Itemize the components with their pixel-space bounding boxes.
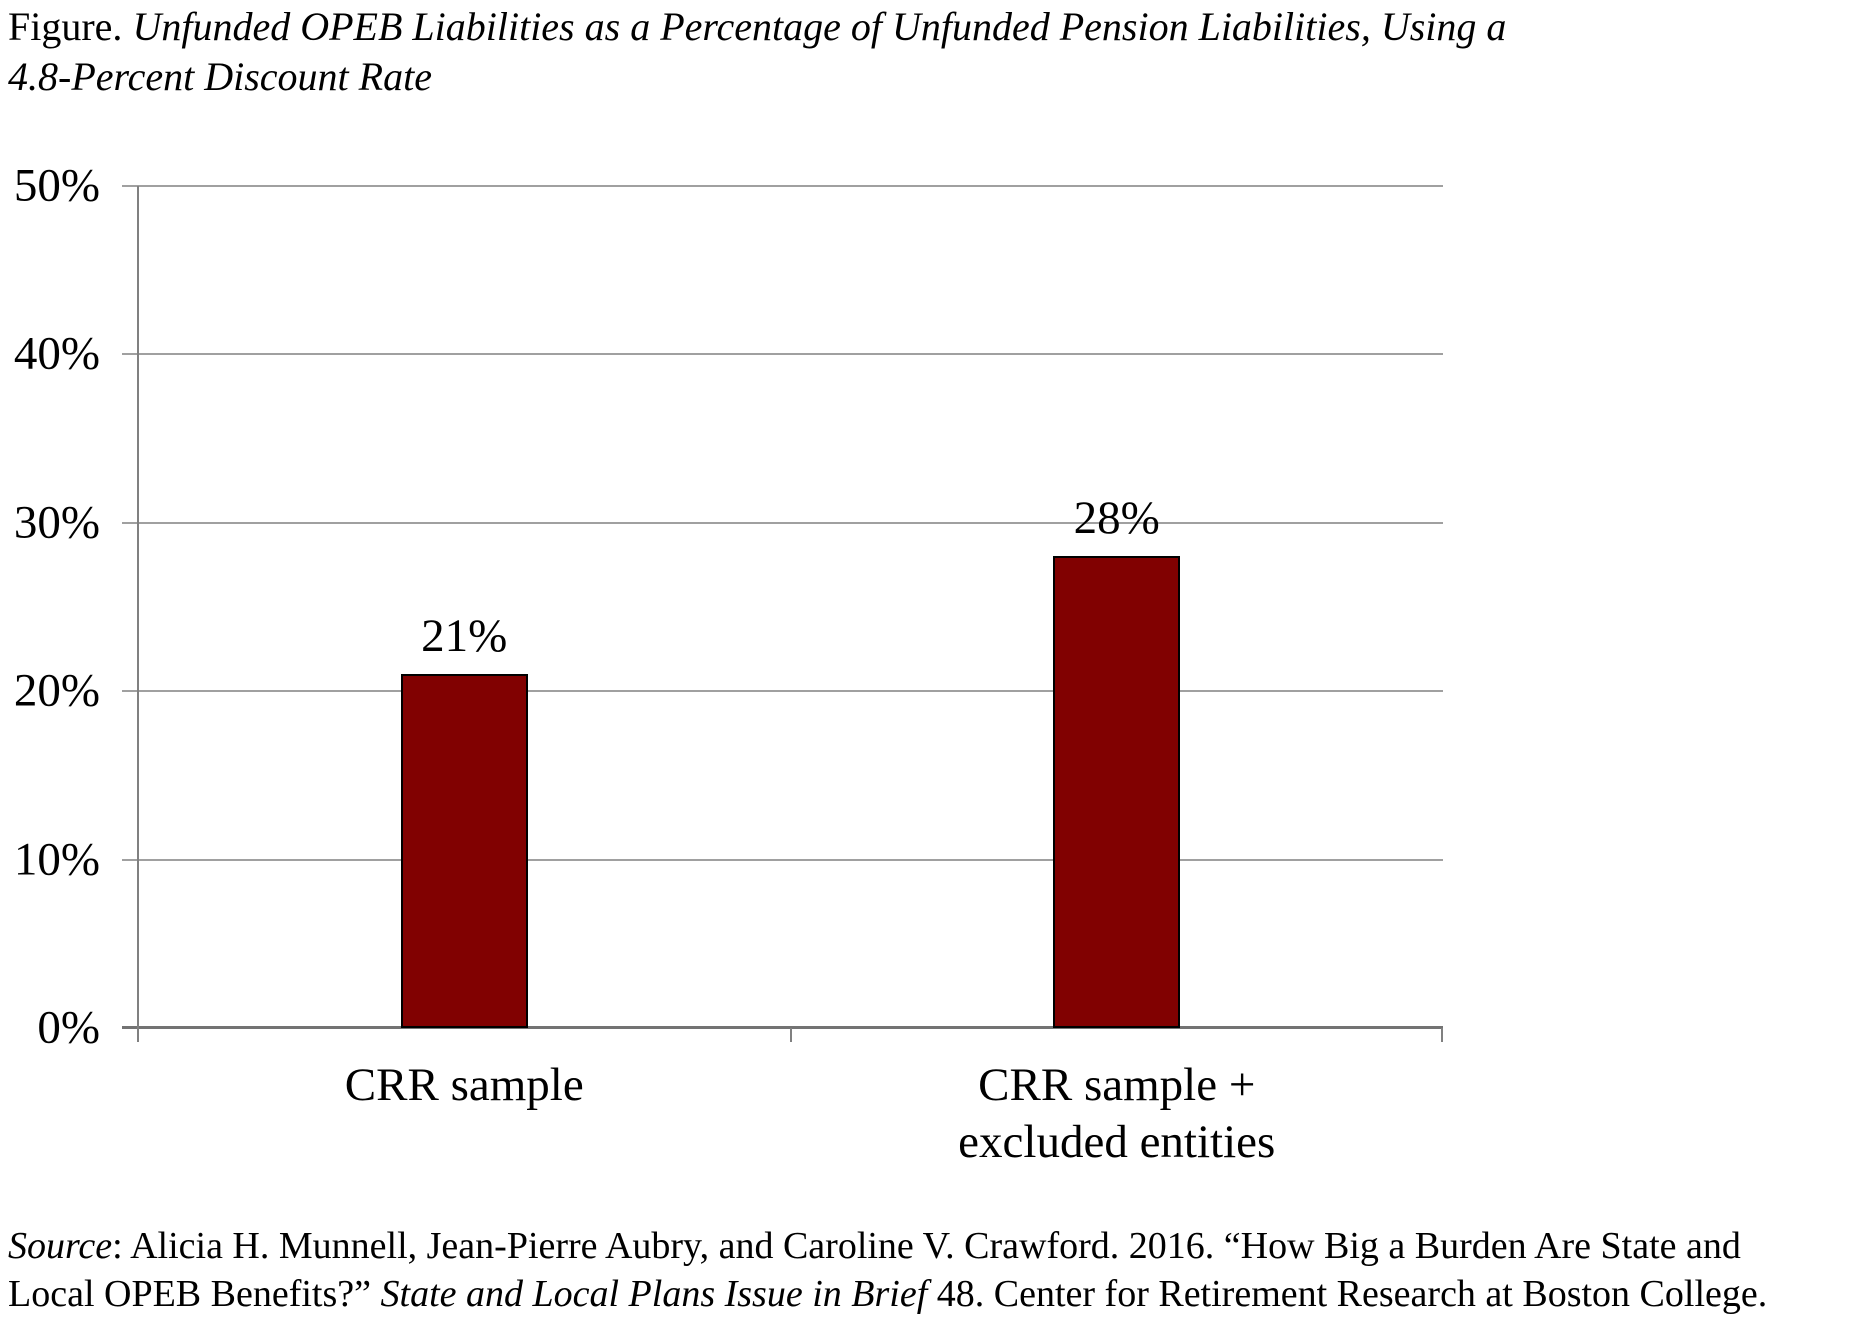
bar-value-label: 28% bbox=[1073, 492, 1160, 545]
y-axis-labels: 0% 10% 20% 30% 40% 50% bbox=[0, 162, 100, 1051]
y-tick-label-20%: 20% bbox=[13, 664, 100, 717]
source-text-1: : Alicia H. Munnell, Jean-Pierre Aubry, … bbox=[8, 1225, 1741, 1315]
gridline-50% bbox=[122, 185, 1443, 187]
y-tick-label-50%: 50% bbox=[13, 159, 100, 212]
y-tick-label-40%: 40% bbox=[13, 327, 100, 380]
figure-title: Figure. Unfunded OPEB Liabilities as a P… bbox=[8, 2, 1628, 102]
bar-value-label: 21% bbox=[421, 610, 508, 663]
source-note: Source: Alicia H. Munnell, Jean-Pierre A… bbox=[8, 1222, 1858, 1318]
source-text-2: 48. Center for Retirement Research at Bo… bbox=[927, 1273, 1768, 1315]
x-axis-line bbox=[122, 1026, 1443, 1029]
source-label: Source bbox=[8, 1225, 113, 1267]
y-tick-label-0%: 0% bbox=[37, 1001, 100, 1054]
bar-crr-sample-excluded bbox=[1053, 556, 1181, 1028]
x-axis-category-labels: CRR sample CRR sample + excluded entitie… bbox=[138, 1057, 1443, 1171]
bar-group-crr-sample-excluded: 28% bbox=[1053, 186, 1181, 1028]
figure-title-text: Unfunded OPEB Liabilities as a Percentag… bbox=[8, 4, 1507, 99]
y-tick-label-30%: 30% bbox=[13, 496, 100, 549]
y-tick-label-10%: 10% bbox=[13, 833, 100, 886]
x-axis-tick-mid bbox=[789, 1028, 792, 1042]
bar-crr-sample bbox=[400, 674, 528, 1028]
gridline-30% bbox=[122, 521, 1443, 524]
category-label-crr-sample-excluded: CRR sample + excluded entities bbox=[958, 1059, 1276, 1168]
x-axis-tick-right bbox=[1441, 1028, 1443, 1042]
y-axis-line bbox=[137, 186, 139, 1042]
gridline-20% bbox=[122, 690, 1443, 693]
bar-group-crr-sample: 21% bbox=[400, 186, 528, 1028]
gridline-10% bbox=[122, 858, 1443, 861]
figure-title-prefix: Figure. bbox=[8, 4, 133, 49]
plot-area: 21% 28% bbox=[122, 185, 1443, 1042]
source-publication-title: State and Local Plans Issue in Brief bbox=[380, 1273, 928, 1315]
gridline-40% bbox=[122, 353, 1443, 356]
category-label-crr-sample: CRR sample bbox=[344, 1059, 584, 1111]
